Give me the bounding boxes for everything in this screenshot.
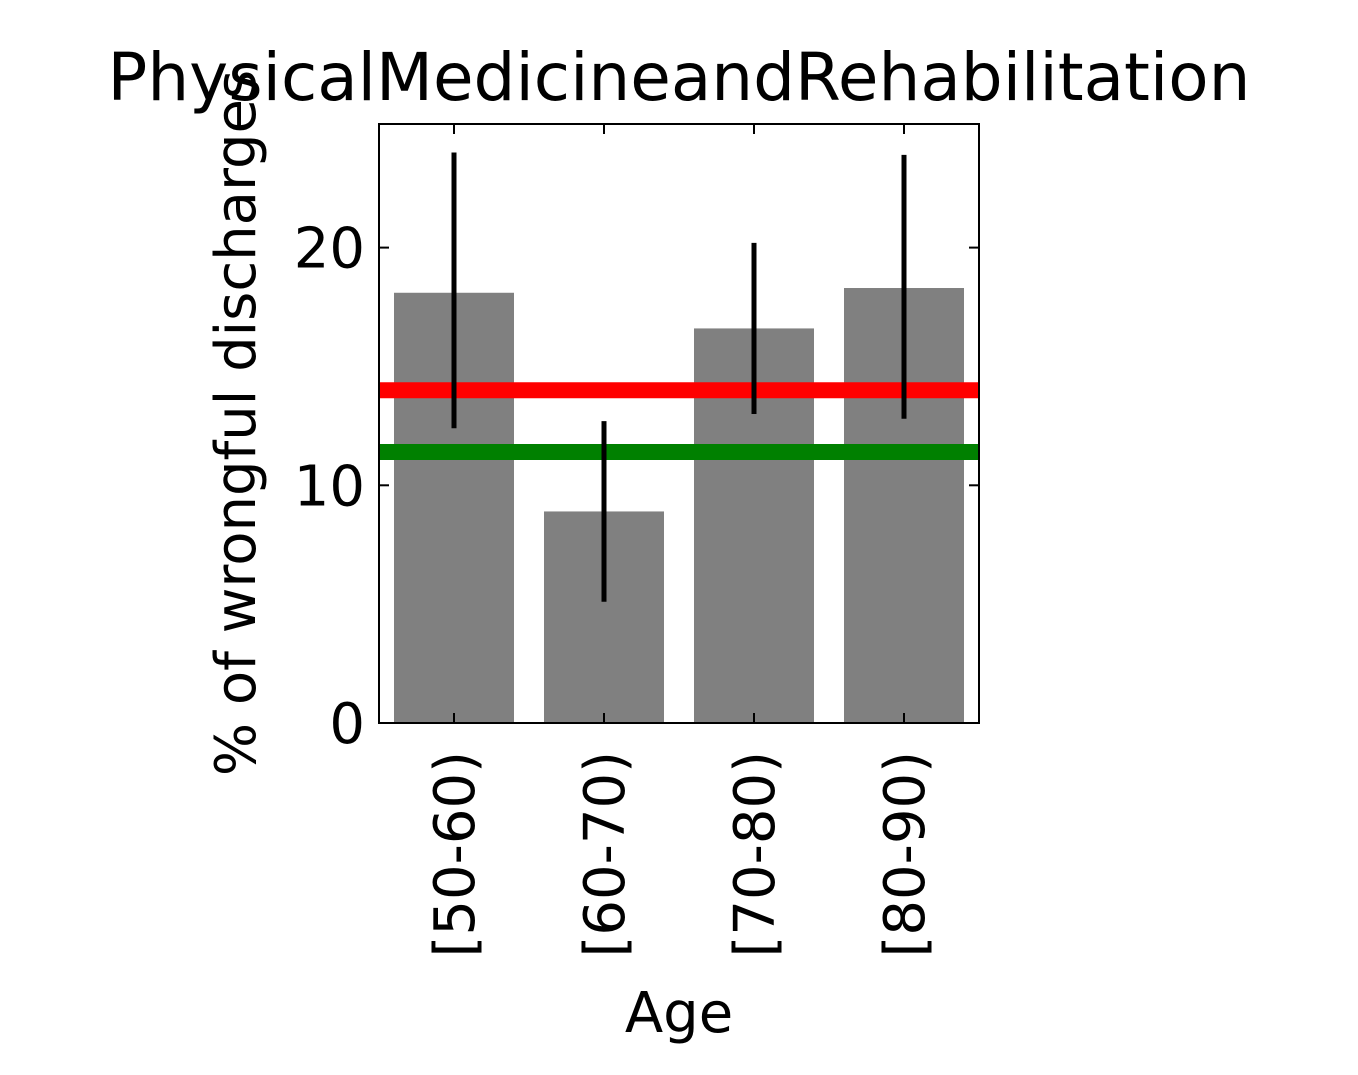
chart-title: PhysicalMedicineandRehabilitation — [108, 39, 1251, 116]
y-tick-label: 10 — [294, 454, 365, 519]
x-tick-label: [70-80) — [723, 751, 788, 957]
y-tick-label: 0 — [329, 692, 365, 757]
x-tick-label: [60-70) — [573, 751, 638, 957]
y-axis-label: % of wrongful discharges — [204, 70, 269, 776]
x-axis-label: Age — [625, 981, 733, 1046]
y-tick-label: 20 — [294, 217, 365, 282]
plot-area: 0 10 20 [50-60) [60-70) [70-80) [80-90) — [294, 123, 980, 957]
x-tick-label: [80-90) — [873, 751, 938, 957]
axes-frame — [378, 123, 980, 724]
x-tick-label: [50-60) — [423, 751, 488, 957]
